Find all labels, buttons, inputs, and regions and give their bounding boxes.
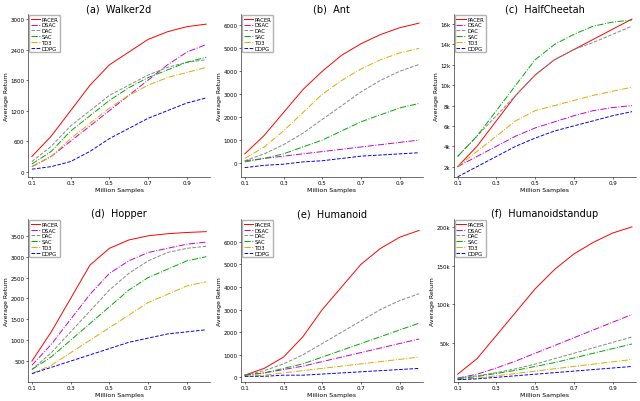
Title: (c)  HalfCheetah: (c) HalfCheetah [505, 4, 585, 14]
Legend: PACER, DSAC, DAC, SAC, TD3, DDPG: PACER, DSAC, DAC, SAC, TD3, DDPG [29, 16, 60, 53]
Title: (e)  Humanoid: (e) Humanoid [297, 209, 367, 219]
Legend: PACER, DSAC, DAC, SAC, TD3, DDPG: PACER, DSAC, DAC, SAC, TD3, DDPG [242, 221, 273, 258]
Y-axis label: Average Return: Average Return [217, 72, 222, 120]
X-axis label: Million Samples: Million Samples [520, 187, 570, 192]
Legend: PACER, DSAC, DAC, SAC, TD3, DDPG: PACER, DSAC, DAC, SAC, TD3, DDPG [242, 16, 273, 53]
Y-axis label: Average Return: Average Return [434, 72, 438, 120]
Y-axis label: Average Return: Average Return [4, 72, 9, 120]
X-axis label: Million Samples: Million Samples [307, 392, 356, 397]
Title: (b)  Ant: (b) Ant [314, 4, 350, 14]
Legend: PACER, DSAC, DAC, SAC, TD3, DDPG: PACER, DSAC, DAC, SAC, TD3, DDPG [29, 221, 60, 258]
Legend: PACER, DSAC, DAC, SAC, TD3, DDPG: PACER, DSAC, DAC, SAC, TD3, DDPG [455, 221, 486, 258]
Title: (a)  Walker2d: (a) Walker2d [86, 4, 152, 14]
Y-axis label: Average Return: Average Return [430, 276, 435, 325]
X-axis label: Million Samples: Million Samples [95, 187, 143, 192]
Title: (f)  Humanoidstandup: (f) Humanoidstandup [491, 209, 598, 219]
Title: (d)  Hopper: (d) Hopper [91, 209, 147, 219]
Legend: PACER, DSAC, DAC, SAC, TD3, DDPG: PACER, DSAC, DAC, SAC, TD3, DDPG [455, 16, 486, 53]
X-axis label: Million Samples: Million Samples [95, 392, 143, 397]
Y-axis label: Average Return: Average Return [217, 276, 222, 325]
X-axis label: Million Samples: Million Samples [307, 187, 356, 192]
X-axis label: Million Samples: Million Samples [520, 392, 570, 397]
Y-axis label: Average Return: Average Return [4, 276, 9, 325]
